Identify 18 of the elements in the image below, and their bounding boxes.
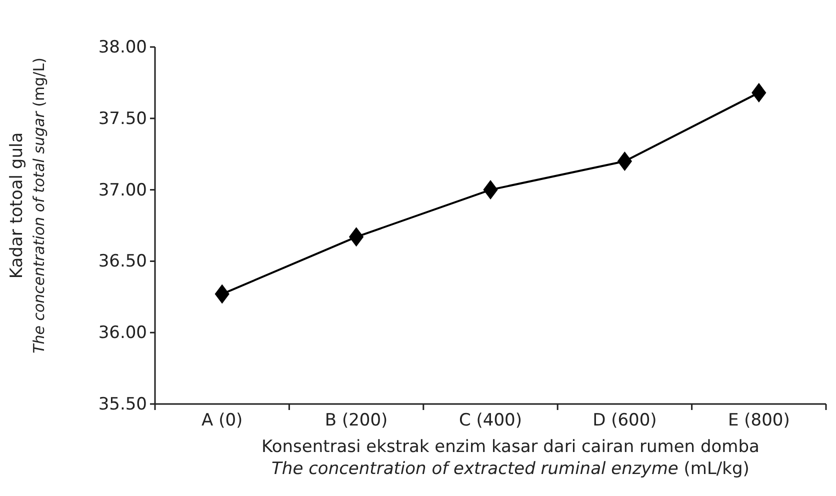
y-tick-label: 38.00 bbox=[98, 37, 147, 58]
x-tick-label: C (400) bbox=[459, 410, 522, 431]
point bbox=[348, 227, 364, 247]
point bbox=[752, 82, 766, 102]
y-tick-label: 35.50 bbox=[98, 394, 147, 414]
x-tick-label: A (0) bbox=[202, 410, 243, 431]
x-axis-title: Konsentrasi ekstrak enzim kasar dari cairan rumen domba The concentration of extracted ruminal enzyme (mL/kg) bbox=[262, 437, 760, 479]
y-tick-label: 36.00 bbox=[98, 323, 147, 344]
x-tick-label: D (600) bbox=[592, 410, 657, 431]
x-tick-label: B (200) bbox=[324, 410, 388, 431]
point bbox=[617, 151, 632, 171]
y-axis-title: Kadar totoal gula The concentration of total sugar (mg/L) bbox=[7, 58, 48, 354]
point bbox=[214, 284, 230, 304]
y-tick-label: 37.00 bbox=[98, 180, 147, 200]
point bbox=[483, 180, 498, 200]
y-tick-label: 37.50 bbox=[98, 108, 147, 129]
y-tick-label: 36.50 bbox=[98, 252, 147, 272]
x-tick-label: E (800) bbox=[728, 410, 790, 431]
